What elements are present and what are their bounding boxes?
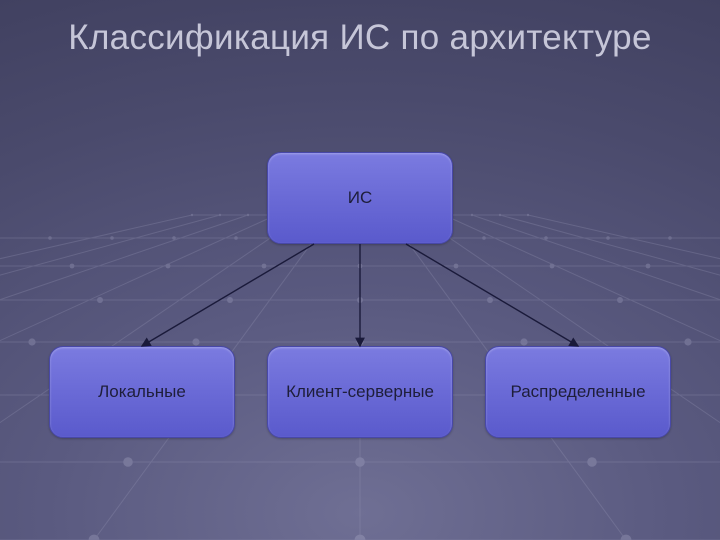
- slide-content: Классификация ИС по архитектуре ИС Локал…: [0, 0, 720, 540]
- edge-root-left: [142, 244, 314, 346]
- edge-root-right: [406, 244, 578, 346]
- edges-layer: [0, 0, 720, 540]
